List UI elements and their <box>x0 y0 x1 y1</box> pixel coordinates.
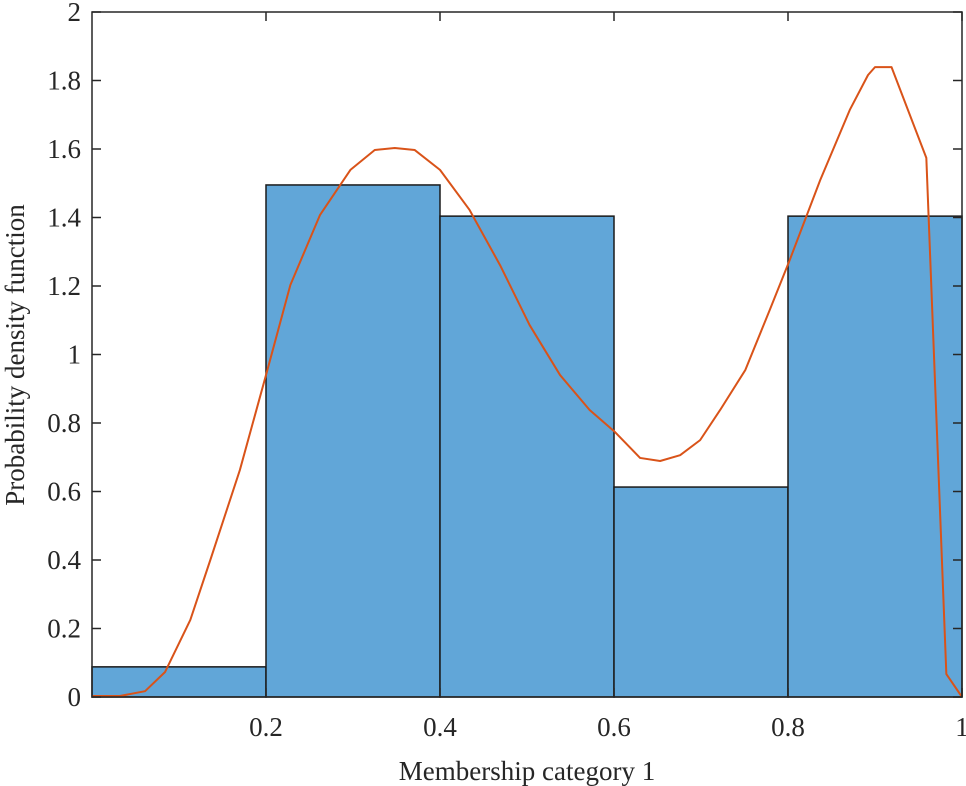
y-tick-label: 1.6 <box>47 134 81 164</box>
y-tick-label: 0 <box>68 682 82 712</box>
x-axis-label: Membership category 1 <box>399 756 655 786</box>
x-tick-label: 0.2 <box>249 712 283 742</box>
y-tick-label: 0.4 <box>47 545 81 575</box>
histogram-bar <box>787 215 963 698</box>
y-axis-label: Probability density function <box>0 204 30 506</box>
x-tick-label: 0.6 <box>597 712 631 742</box>
histogram-bar <box>265 184 441 698</box>
y-tick-label: 0.6 <box>47 477 81 507</box>
y-tick-label: 0.8 <box>47 408 81 438</box>
y-tick-label: 1 <box>68 340 82 370</box>
y-tick-label: 2 <box>68 0 82 27</box>
y-tick-label: 1.4 <box>47 203 81 233</box>
y-tick-label: 1.2 <box>47 271 81 301</box>
y-tick-label: 0.2 <box>47 614 81 644</box>
x-tick-label: 0.4 <box>423 712 457 742</box>
y-tick-label: 1.8 <box>47 66 81 96</box>
density-curve-line <box>92 66 963 698</box>
x-tick-label: 0.8 <box>771 712 805 742</box>
histogram-bar <box>91 666 267 698</box>
x-tick-label: 1 <box>955 712 966 742</box>
histogram-bar <box>613 486 789 698</box>
histogram-bar <box>439 215 615 698</box>
